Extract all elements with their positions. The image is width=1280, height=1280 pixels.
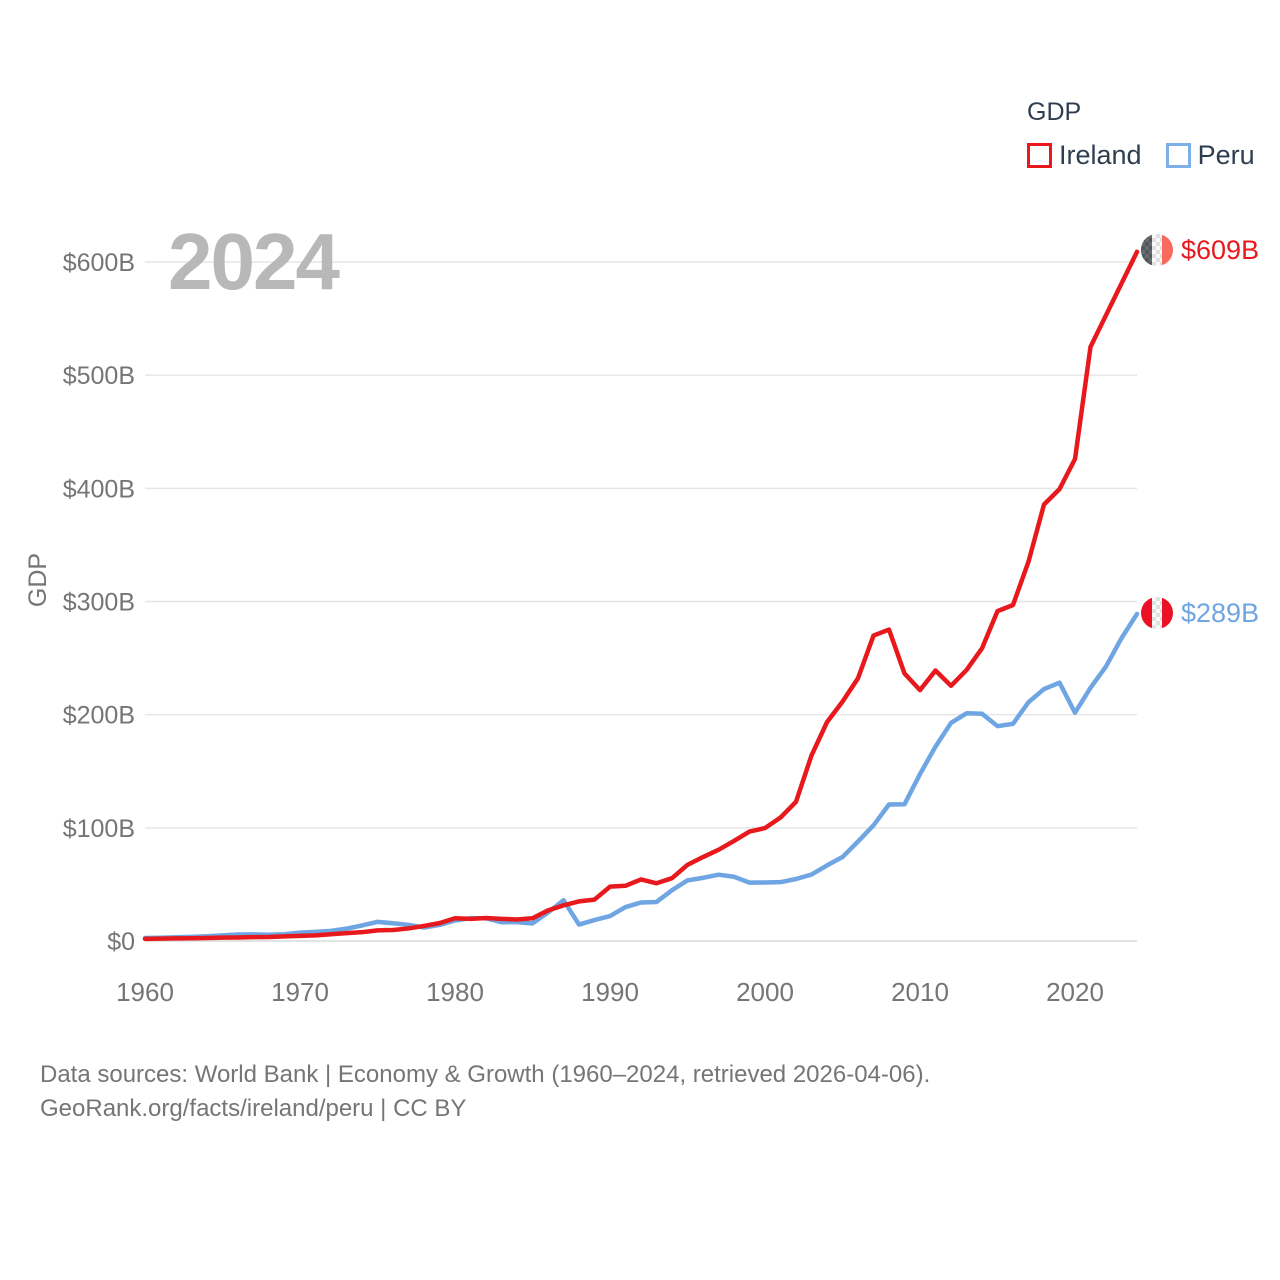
y-tick-label: $0	[107, 928, 135, 956]
ireland-end-value: $609B	[1181, 234, 1260, 265]
x-tick-label: 1960	[116, 977, 174, 1007]
y-tick-label: $500B	[63, 362, 135, 390]
footer-attribution: Data sources: World Bank | Economy & Gro…	[40, 1058, 930, 1126]
peru-swatch-icon	[1165, 143, 1191, 168]
legend-item-label: Peru	[1197, 140, 1255, 170]
legend-item-label: Ireland	[1059, 140, 1142, 170]
peru-line[interactable]	[142, 611, 1140, 941]
legend-title: GDP	[1027, 98, 1082, 126]
x-tick-label: 1990	[581, 977, 639, 1007]
legend-item-peru[interactable]: Peru	[1165, 140, 1255, 171]
y-tick-label: $200B	[63, 702, 135, 730]
footer-data-sources: Data sources: World Bank | Economy & Gro…	[40, 1061, 931, 1088]
x-tick-label: 2010	[891, 977, 949, 1007]
peru-end-label: $289B	[1141, 597, 1259, 629]
ireland-swatch-icon	[1027, 143, 1052, 168]
ireland-flag-icon	[1141, 234, 1173, 266]
y-tick-label: $600B	[63, 249, 135, 277]
ireland-line[interactable]	[142, 249, 1140, 942]
y-tick-label: $100B	[63, 815, 135, 843]
ireland-end-label: $609B	[1141, 234, 1259, 266]
current-year-watermark: 2024	[168, 217, 340, 306]
y-tick-label: $400B	[63, 475, 135, 503]
y-axis-title: GDP	[24, 553, 52, 607]
legend-items: Ireland Peru	[1027, 140, 1255, 171]
peru-flag-icon	[1141, 597, 1173, 629]
peru-end-value: $289B	[1181, 597, 1260, 628]
x-tick-label: 2000	[736, 977, 794, 1007]
legend-item-ireland[interactable]: Ireland	[1027, 140, 1142, 171]
chart-canvas: $0 $100B $200B $300B $400B $500B $600B 1960 1970…	[24, 249, 1140, 1007]
legend: GDP Ireland Peru	[1027, 98, 1255, 171]
y-tick-label: $300B	[63, 589, 135, 617]
x-tick-label: 1970	[271, 977, 329, 1007]
x-tick-label: 1980	[426, 977, 484, 1007]
x-tick-label: 2020	[1046, 977, 1104, 1007]
footer-link[interactable]: GeoRank.org/facts/ireland/peru | CC BY	[40, 1095, 467, 1122]
